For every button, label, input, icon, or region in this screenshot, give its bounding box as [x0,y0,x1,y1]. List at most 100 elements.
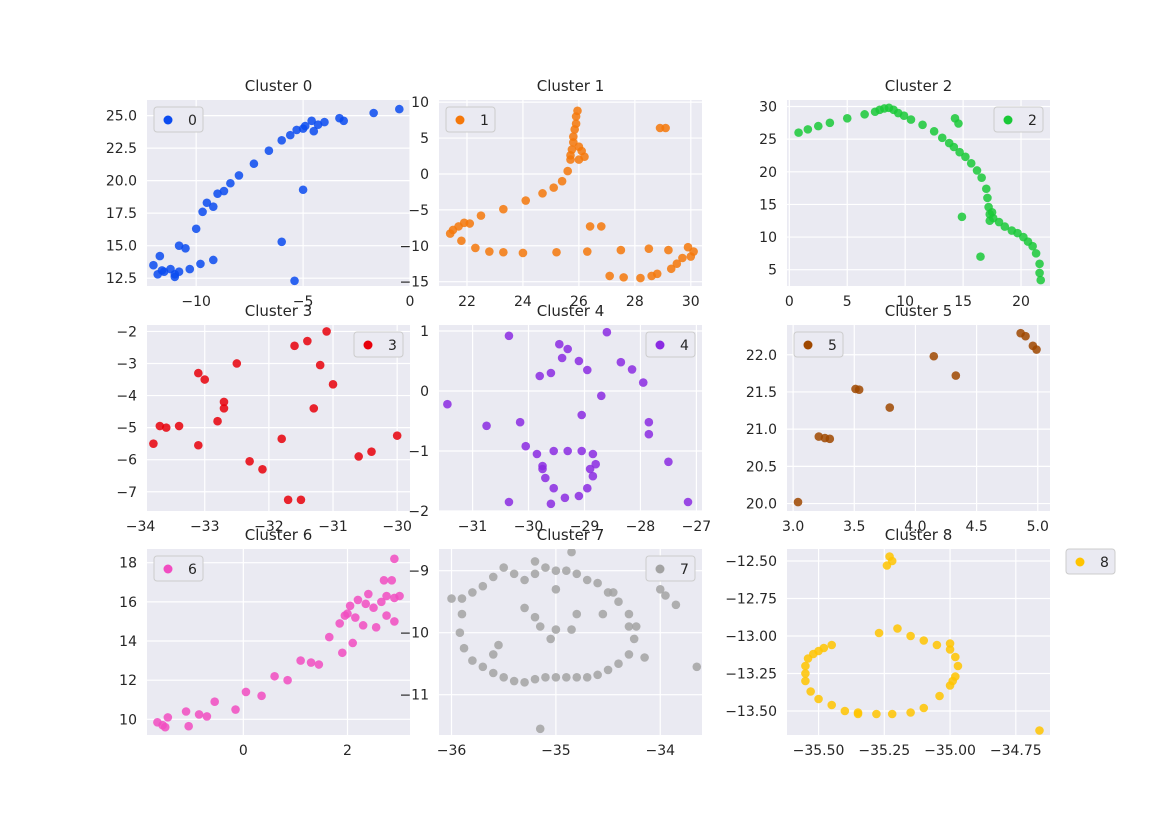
legend-label: 0 [188,113,197,129]
y-tick-label: 25.0 [106,109,137,125]
x-tick-label: 0 [785,294,794,310]
data-point [605,271,614,281]
y-tick-label: −3 [116,356,137,372]
data-point [181,243,190,253]
y-tick-label: −1 [408,444,429,460]
data-point [476,211,486,220]
x-tick-label: 5.0 [1027,519,1049,535]
data-point [951,371,961,380]
y-tick-label: 25 [759,132,777,148]
data-point [160,722,170,732]
x-tick-label: −32 [254,519,284,535]
data-point [619,273,628,282]
data-point [395,591,404,601]
x-tick-label: −27 [682,519,712,535]
data-point [614,597,623,606]
legend-label: 1 [480,113,489,129]
legend: 7 [645,555,696,582]
data-point [382,611,391,620]
x-tick-label: −34 [126,519,156,535]
legend-marker [1075,557,1085,567]
data-point [377,597,386,607]
points-group [153,554,404,732]
y-tick-label: 14 [119,634,137,650]
subplot-6: 0 2 10 12 14 16 18 Cluster 6 6 [119,526,410,759]
data-point [200,375,210,384]
y-tick-label: −13.50 [725,704,777,720]
legend: 1 [445,106,496,133]
data-point [551,673,561,682]
data-point [1036,275,1046,285]
data-point [574,155,584,164]
data-point [661,123,670,133]
y-tick-label: 1 [420,324,429,340]
y-tick-label: 17.5 [106,206,137,222]
data-point [485,247,494,256]
legend-marker [455,115,465,125]
y-tick-label: −5 [408,203,429,219]
data-point [602,327,612,337]
subplot-title: Cluster 4 [537,302,605,320]
data-point [683,497,693,507]
data-point [551,625,561,634]
legend-box [993,106,1044,133]
data-point [307,116,316,126]
data-point [518,248,528,258]
data-point [994,217,1004,227]
data-point [270,671,279,681]
y-tick-label: 16 [119,595,137,611]
data-point [226,178,235,188]
data-point [840,706,850,716]
data-point [520,575,529,585]
data-point [1000,222,1010,231]
subplot-title: Cluster 1 [537,77,605,95]
x-tick-label: 3.0 [782,519,804,535]
x-tick-label: 30 [682,294,700,310]
data-point [249,159,259,169]
data-point [598,609,608,619]
data-point [985,216,995,226]
data-point [932,640,942,650]
data-point [163,713,173,722]
y-tick-label: −5 [116,421,137,437]
y-tick-label: 12 [119,673,137,689]
data-point [560,493,570,503]
data-point [185,264,195,274]
data-point [562,566,571,575]
subplot-title: Cluster 6 [245,526,313,544]
data-point [842,113,852,123]
data-point [629,634,639,644]
data-point [825,118,835,128]
data-point [854,385,864,395]
y-tick-label: 20 [759,165,777,181]
data-point [987,207,997,217]
x-tick-label: 2 [343,743,352,759]
legend-label: 5 [828,338,837,354]
data-point [515,417,525,427]
data-point [285,130,295,140]
data-point [371,623,381,632]
data-point [949,142,959,152]
data-point [213,416,222,426]
data-point [1035,726,1044,735]
data-point [644,417,654,427]
data-point [264,146,274,156]
data-point [202,712,212,721]
data-point [582,575,592,585]
data-point [546,499,556,509]
data-point [530,557,540,566]
data-point [585,464,595,474]
data-point [457,594,467,603]
data-point [951,652,960,662]
data-point [567,549,576,557]
data-point [465,219,475,228]
data-point [530,569,540,579]
data-point [860,110,869,119]
data-point [343,609,352,618]
y-tick-label: −10 [399,626,429,642]
data-point [521,441,531,451]
data-point [258,465,267,474]
x-tick-label: 15 [954,294,972,310]
y-tick-label: −12.75 [725,592,777,608]
data-point [827,700,837,710]
